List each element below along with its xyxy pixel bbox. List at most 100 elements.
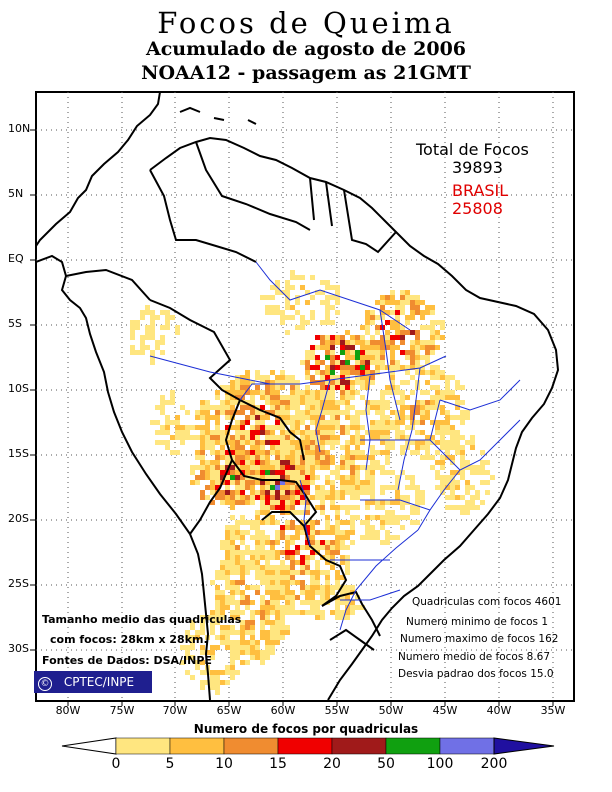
fire-cell xyxy=(435,335,440,340)
fire-cell xyxy=(155,345,160,350)
fire-cell xyxy=(270,650,275,655)
fire-cell xyxy=(380,440,385,445)
fire-cell xyxy=(230,600,235,605)
fire-cell xyxy=(270,490,275,495)
fire-cell xyxy=(445,450,450,455)
fire-cell xyxy=(325,475,330,480)
fire-cell xyxy=(325,540,330,545)
fire-cell xyxy=(390,335,395,340)
fire-cell xyxy=(260,455,265,460)
fire-cell xyxy=(265,645,270,650)
fire-cell xyxy=(265,520,270,525)
fire-cell xyxy=(215,455,220,460)
fire-cell xyxy=(225,555,230,560)
fire-cell xyxy=(230,450,235,455)
fire-cell xyxy=(450,490,455,495)
fire-cell xyxy=(210,675,215,680)
fire-cell xyxy=(310,450,315,455)
fire-cell xyxy=(380,520,385,525)
fire-cell xyxy=(370,320,375,325)
fire-cell xyxy=(250,465,255,470)
fire-cell xyxy=(390,535,395,540)
fire-cell xyxy=(275,635,280,640)
fire-cell xyxy=(275,405,280,410)
fire-cell xyxy=(235,645,240,650)
fire-cell xyxy=(380,295,385,300)
fire-cell xyxy=(330,490,335,495)
fire-cell xyxy=(200,615,205,620)
fire-cell xyxy=(280,570,285,575)
fire-cell xyxy=(280,610,285,615)
fire-cell xyxy=(305,360,310,365)
fire-cell xyxy=(180,435,185,440)
fire-cell xyxy=(280,435,285,440)
fire-cell xyxy=(165,440,170,445)
fire-cell xyxy=(235,610,240,615)
fire-cell xyxy=(160,410,165,415)
fire-cell xyxy=(230,545,235,550)
fire-cell xyxy=(335,465,340,470)
fire-cell xyxy=(150,360,155,365)
fire-cell xyxy=(270,630,275,635)
fire-cell xyxy=(235,570,240,575)
fire-cell xyxy=(315,395,320,400)
fire-cell xyxy=(420,455,425,460)
fire-cell xyxy=(305,610,310,615)
fire-cell xyxy=(305,480,310,485)
fire-cell xyxy=(235,470,240,475)
fire-cell xyxy=(380,505,385,510)
fire-cell xyxy=(425,305,430,310)
border-uruguay xyxy=(329,628,375,651)
fire-cell xyxy=(345,360,350,365)
fire-cell xyxy=(230,395,235,400)
fire-cell xyxy=(255,415,260,420)
fire-cell xyxy=(175,415,180,420)
fire-cell xyxy=(415,485,420,490)
fire-cell xyxy=(445,380,450,385)
fire-cell xyxy=(405,380,410,385)
fire-cell xyxy=(345,365,350,370)
fire-cell xyxy=(225,670,230,675)
stat-stddev: Desvia padrao dos focos 15.0 xyxy=(398,668,554,680)
fire-cell xyxy=(360,385,365,390)
fire-cell xyxy=(350,600,355,605)
fire-cell xyxy=(215,595,220,600)
fire-cell xyxy=(230,655,235,660)
fire-cell xyxy=(230,630,235,635)
fire-cell xyxy=(305,435,310,440)
fire-cell xyxy=(275,465,280,470)
fire-cell xyxy=(195,435,200,440)
fire-cell xyxy=(320,485,325,490)
fire-cell xyxy=(270,545,275,550)
fire-cell xyxy=(250,610,255,615)
fire-cell xyxy=(330,345,335,350)
fire-cell xyxy=(325,310,330,315)
fire-cell xyxy=(275,610,280,615)
fire-cell xyxy=(225,575,230,580)
fire-cell xyxy=(255,430,260,435)
fire-cell xyxy=(395,515,400,520)
fire-cell xyxy=(150,420,155,425)
fire-cell xyxy=(235,535,240,540)
fire-cell xyxy=(295,450,300,455)
fire-cell xyxy=(265,590,270,595)
fire-cell xyxy=(250,555,255,560)
fire-cell xyxy=(265,485,270,490)
fire-cell xyxy=(260,610,265,615)
fire-cell xyxy=(420,345,425,350)
fire-cell xyxy=(240,650,245,655)
fire-cell xyxy=(200,630,205,635)
fire-cell xyxy=(445,440,450,445)
fire-cell xyxy=(335,520,340,525)
fire-cell xyxy=(410,305,415,310)
fire-cell xyxy=(430,385,435,390)
fire-cell xyxy=(245,400,250,405)
fire-cell xyxy=(290,465,295,470)
fire-cell xyxy=(290,535,295,540)
fire-cell xyxy=(285,410,290,415)
fire-cell xyxy=(380,490,385,495)
fire-cell xyxy=(270,620,275,625)
fire-cell xyxy=(410,510,415,515)
fire-cell xyxy=(310,525,315,530)
fire-cell xyxy=(265,550,270,555)
